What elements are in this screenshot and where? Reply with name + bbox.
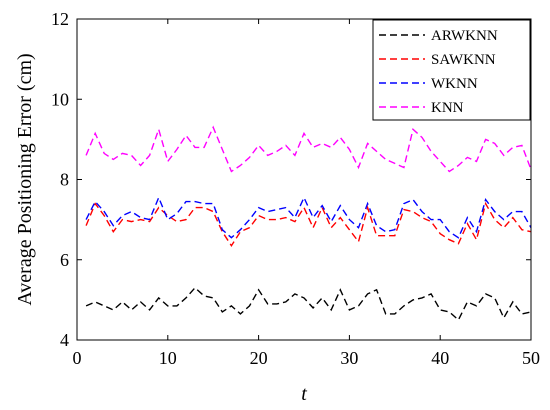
y-tick-label: 10: [51, 89, 69, 109]
series-line-arwknn: [85, 286, 532, 322]
series-layer: [85, 125, 532, 322]
legend: ARWKNN SAWKNN WKNN KNN: [372, 19, 531, 121]
series-line-wknn: [85, 195, 532, 239]
y-tick-label: 4: [60, 330, 69, 350]
x-tick-label: 40: [431, 348, 449, 368]
series-line-sawknn: [85, 201, 532, 247]
legend-label-sawknn: SAWKNN: [431, 52, 496, 68]
ticks-layer: 0 10 20 30 40 50 4 6 8 10 12: [51, 9, 540, 368]
y-tick-label: 6: [60, 250, 69, 270]
y-axis-label: Average Positioning Error (cm): [14, 53, 36, 305]
plot-frame: [76, 18, 532, 341]
x-tick-label: 20: [250, 348, 268, 368]
legend-label-wknn: WKNN: [431, 76, 478, 92]
x-tick-label: 30: [340, 348, 358, 368]
y-tick-label: 8: [60, 170, 69, 190]
x-tick-label: 0: [73, 348, 82, 368]
y-tick-label: 12: [51, 9, 69, 29]
x-axis-label: t: [301, 383, 307, 405]
series-line-knn: [85, 125, 532, 173]
x-tick-label: 10: [159, 348, 177, 368]
legend-entries: ARWKNN SAWKNN WKNN KNN: [379, 28, 498, 116]
legend-box: [372, 19, 531, 121]
legend-label-arwknn: ARWKNN: [431, 28, 498, 44]
x-tick-label: 50: [522, 348, 540, 368]
legend-label-knn: KNN: [431, 100, 464, 116]
